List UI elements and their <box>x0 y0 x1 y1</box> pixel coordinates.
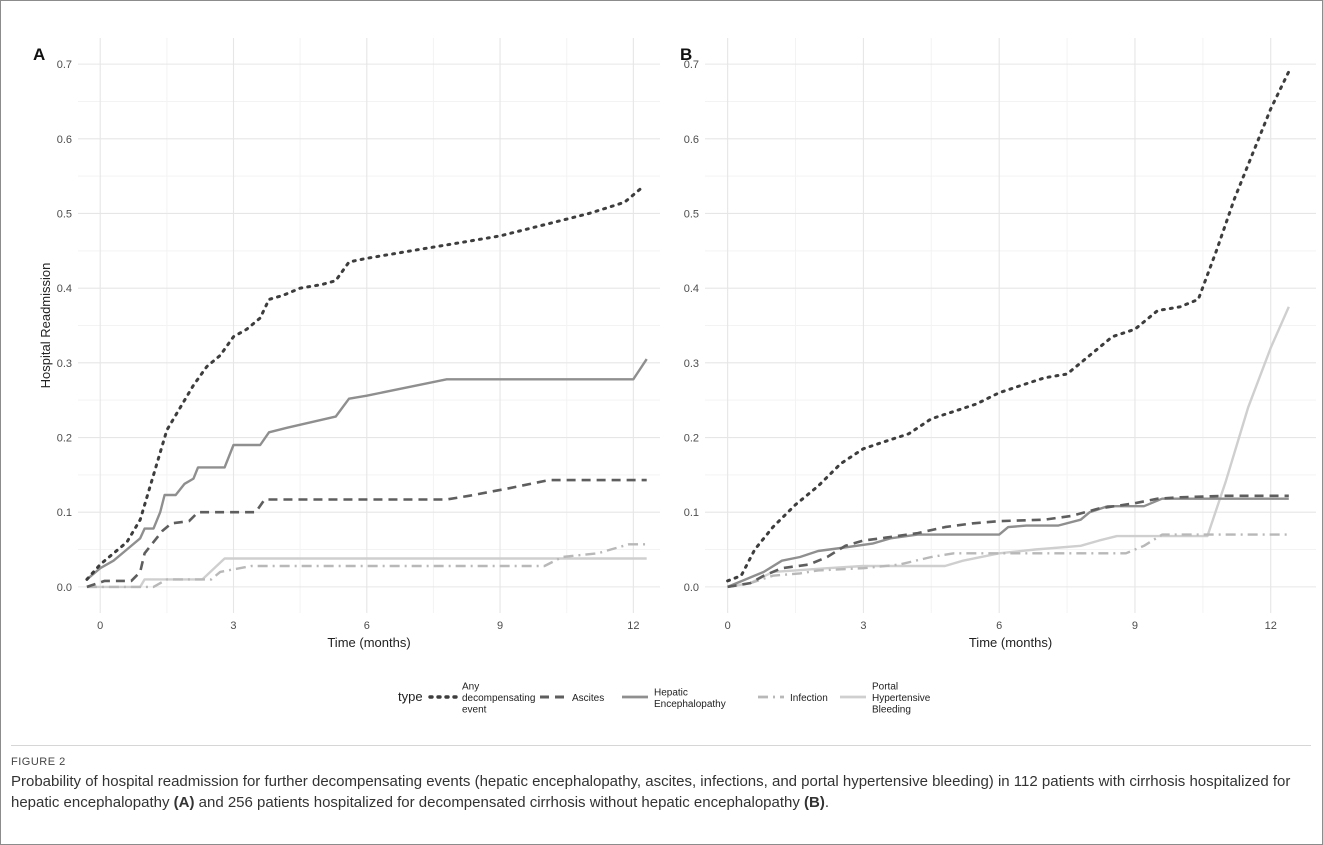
x-tick-label: 6 <box>996 620 1002 632</box>
legend-label-line: Any <box>462 682 479 693</box>
series-line-hepatic-encephalopathy <box>727 497 1289 589</box>
x-axis-title: Time (months) <box>969 635 1052 650</box>
series-line-any-decompensating-event <box>85 185 644 581</box>
series-line-infection <box>86 543 647 589</box>
series-line-any-decompensating-event <box>726 70 1291 583</box>
legend-label-line: event <box>462 705 487 716</box>
legend-label-line: Hypertensive <box>872 693 931 704</box>
y-tick-label: 0.2 <box>57 433 72 445</box>
y-tick-label: 0.5 <box>57 208 72 220</box>
legend-label: Any decompensating event <box>462 682 535 716</box>
y-tick-label: 0.3 <box>57 358 72 370</box>
caption-fragment: Probability of hospital readmission for … <box>11 773 1291 811</box>
figure-label: FIGURE 2 <box>11 756 66 768</box>
legend-label: Hepatic Encephalopathy <box>654 687 726 710</box>
x-tick-label: 3 <box>860 620 866 632</box>
legend-label: Portal Hypertensive Bleeding <box>872 682 931 716</box>
figure-caption: FIGURE 2 Probability of hospital readmis… <box>11 756 1311 813</box>
panel-b: B 0.0 0.1 0.2 0.3 0.4 0.5 0.6 0.7 0 3 6 9 12 Time (mon… <box>680 38 1316 650</box>
y-tick-label: 0.5 <box>684 208 699 220</box>
caption-divider <box>11 745 1311 746</box>
caption-fragment: . <box>824 794 830 811</box>
y-tick-label: 0.3 <box>684 358 699 370</box>
y-tick-label: 0.0 <box>684 582 699 594</box>
y-tick-label: 0.2 <box>684 433 699 445</box>
caption-fragment: and 256 patients hospitalized for decomp… <box>194 794 805 811</box>
series-line-ascites <box>727 494 1289 589</box>
series-line-hepatic-encephalopathy <box>86 358 648 581</box>
y-tick-label: 0.7 <box>684 59 699 71</box>
legend-label-line: Ascites <box>572 693 604 704</box>
y-tick-label: 0.4 <box>684 283 699 295</box>
y-tick-label: 0.4 <box>57 283 72 295</box>
legend-label-line: Encephalopathy <box>654 699 726 710</box>
caption-panel-ref: (B) <box>804 794 825 811</box>
y-axis-title: Hospital Readmission <box>38 263 53 389</box>
x-tick-label: 12 <box>1265 620 1277 632</box>
caption-panel-ref: (A) <box>173 794 195 811</box>
series-line-infection <box>727 533 1289 589</box>
x-tick-label: 9 <box>1132 620 1138 632</box>
panel-letter: B <box>680 45 692 64</box>
x-tick-label: 3 <box>230 620 236 632</box>
legend-label-line: decompensating <box>462 693 535 704</box>
y-tick-label: 0.1 <box>684 507 699 519</box>
y-tick-label: 0.6 <box>57 134 72 146</box>
legend-label-line: Hepatic <box>654 687 688 698</box>
figure-plot: A 0.0 0.1 0.2 0.3 0.4 0.5 0.6 0.7 0 3 6 9 12 Time (mon… <box>33 38 1316 716</box>
panel-a: A 0.0 0.1 0.2 0.3 0.4 0.5 0.6 0.7 0 3 6 9 12 Time (mon… <box>33 38 660 650</box>
legend-title: type <box>398 689 423 704</box>
y-tick-label: 0.6 <box>684 134 699 146</box>
x-axis-title: Time (months) <box>327 635 410 650</box>
legend: type Any decompensating event Ascites Hepatic… <box>398 682 931 716</box>
panel-letter: A <box>33 45 45 64</box>
y-tick-label: 0.0 <box>57 582 72 594</box>
series-line-ascites <box>86 478 647 589</box>
x-tick-label: 0 <box>725 620 731 632</box>
legend-label-line: Portal <box>872 682 898 693</box>
x-tick-label: 12 <box>627 620 639 632</box>
x-tick-label: 6 <box>364 620 370 632</box>
legend-label-line: Bleeding <box>872 705 911 716</box>
y-tick-label: 0.1 <box>57 507 72 519</box>
x-tick-label: 9 <box>497 620 503 632</box>
caption-text: Probability of hospital readmission for … <box>11 771 1311 813</box>
legend-label: Infection <box>790 693 828 704</box>
x-tick-label: 0 <box>97 620 103 632</box>
legend-label-line: Infection <box>790 693 828 704</box>
y-tick-label: 0.7 <box>57 59 72 71</box>
legend-label: Ascites <box>572 693 604 704</box>
series-line-portal-hypertensive-bleeding <box>727 306 1290 589</box>
